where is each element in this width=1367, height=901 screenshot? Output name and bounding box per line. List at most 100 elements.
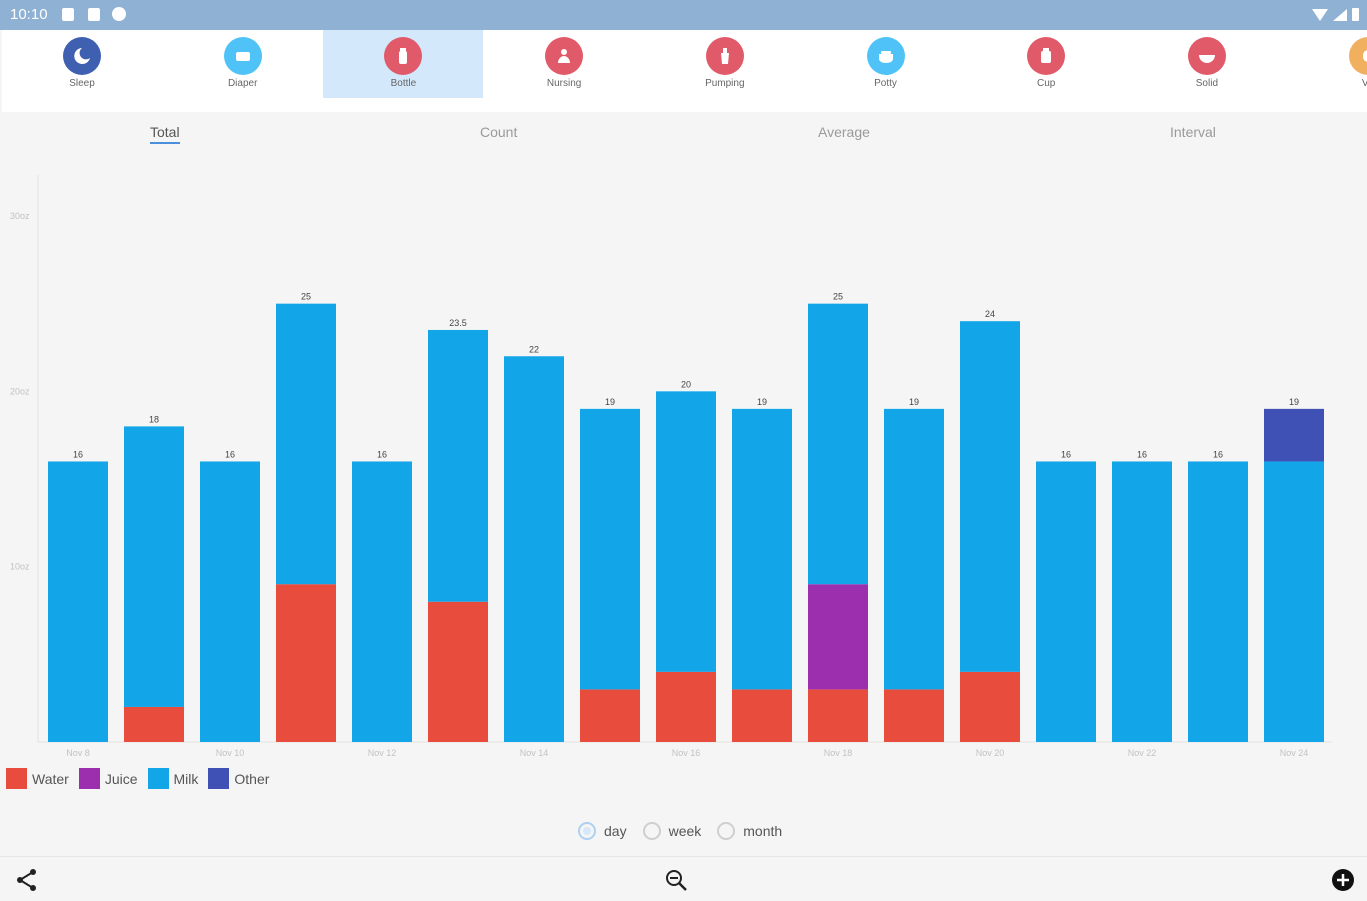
bar-segment-milk — [1264, 461, 1324, 742]
status-bar: 10:10 — [0, 0, 1367, 30]
activity-label: Solid — [1195, 78, 1219, 89]
zoom-out-icon[interactable] — [663, 867, 689, 893]
x-tick-label: Nov 10 — [216, 748, 245, 758]
legend-label: Water — [32, 770, 69, 787]
legend-swatch — [147, 768, 169, 789]
chart-area: 10oz 20oz 30oz 16 Nov 8 18 16 Nov 10 25 16 Nov 12 2… — [0, 160, 1367, 770]
bar-segment-milk — [580, 408, 640, 690]
bar-segment-water — [884, 689, 944, 742]
bar-total-label: 25 — [301, 292, 311, 302]
activity-label: Vit — [1361, 78, 1367, 89]
bar-segment-milk — [1112, 461, 1172, 742]
y-tick-label: 20oz — [10, 386, 30, 396]
radio-button[interactable] — [717, 822, 736, 840]
bar-total-label: 23.5 — [449, 318, 467, 328]
signal-icon — [1333, 8, 1347, 21]
range-option-day[interactable]: day — [578, 822, 627, 840]
legend-item-milk: Milk — [147, 768, 199, 789]
bar-total-label: 22 — [529, 344, 539, 354]
activity-bottle[interactable]: Bottle — [323, 30, 484, 98]
bar-segment-milk — [124, 426, 184, 707]
bar-segment-milk — [732, 408, 792, 690]
bar-segment-other — [1264, 408, 1324, 462]
range-option-week[interactable]: week — [642, 822, 702, 840]
tab-interval[interactable]: Interval — [1170, 124, 1216, 140]
y-tick-label: 10oz — [10, 562, 30, 572]
bar-total-label: 16 — [1137, 449, 1147, 459]
bar-segment-milk — [48, 461, 108, 742]
legend-label: Other — [234, 770, 270, 787]
bar-total-label: 16 — [377, 449, 387, 459]
tab-average[interactable]: Average — [818, 124, 870, 140]
bar-total-label: 19 — [605, 397, 615, 407]
legend-item-water: Water — [6, 768, 69, 789]
bar-total-label: 25 — [833, 292, 843, 302]
bar-segment-milk — [1036, 461, 1096, 742]
activity-potty[interactable]: Potty — [806, 30, 966, 98]
bar-segment-water — [960, 671, 1020, 742]
legend-swatch — [208, 768, 230, 789]
x-tick-label: Nov 12 — [368, 748, 397, 758]
legend-label: Juice — [104, 770, 138, 787]
bar-segment-water — [428, 601, 488, 742]
radio-label: week — [668, 823, 702, 839]
activity-sleep[interactable]: Sleep — [2, 30, 162, 98]
bar-segment-water — [656, 671, 716, 742]
tab-count[interactable]: Count — [480, 124, 518, 140]
bar-segment-water — [276, 584, 336, 742]
y-tick-label: 30oz — [10, 211, 30, 221]
bar-segment-milk — [352, 461, 412, 742]
battery-icon — [1352, 8, 1359, 21]
bar-segment-milk — [1188, 461, 1248, 742]
range-selector: day week month — [578, 822, 782, 840]
bar-segment-milk — [884, 408, 944, 690]
activity-pumping[interactable]: Pumping — [645, 30, 805, 98]
add-icon[interactable] — [1330, 867, 1356, 893]
radio-button[interactable] — [578, 822, 596, 840]
bar-total-label: 19 — [757, 397, 767, 407]
share-icon[interactable] — [14, 867, 40, 893]
activity-nursing[interactable]: Nursing — [484, 30, 644, 98]
bar-total-label: 16 — [1213, 449, 1223, 459]
activity-diaper[interactable]: Diaper — [163, 30, 323, 98]
activity-solid[interactable]: Solid — [1127, 30, 1287, 98]
bottom-bar — [0, 856, 1367, 901]
bottle-icon — [384, 37, 423, 75]
activity-label: Cup — [1037, 78, 1056, 89]
activity-vit[interactable]: Vit — [1288, 30, 1367, 98]
bar-total-label: 18 — [149, 414, 159, 424]
sync-icon — [112, 7, 126, 21]
bar-segment-milk — [656, 391, 716, 672]
activity-label: Sleep — [69, 78, 95, 89]
activity-label: Bottle — [390, 78, 417, 89]
activity-cup[interactable]: Cup — [966, 30, 1126, 98]
tab-total[interactable]: Total — [150, 124, 180, 144]
legend-swatch — [78, 768, 100, 789]
range-option-month[interactable]: month — [717, 822, 782, 840]
bowl-icon — [1187, 37, 1226, 75]
x-tick-label: Nov 18 — [824, 748, 853, 758]
activity-label: Nursing — [546, 78, 582, 89]
legend-item-juice: Juice — [78, 768, 138, 789]
radio-button[interactable] — [642, 822, 661, 840]
x-tick-label: Nov 14 — [520, 748, 549, 758]
legend-swatch — [6, 768, 27, 789]
vitamin-icon — [1348, 37, 1367, 75]
x-tick-label: Nov 20 — [976, 748, 1005, 758]
legend-label: Milk — [173, 770, 199, 787]
bar-segment-milk — [428, 329, 488, 602]
x-tick-label: Nov 16 — [672, 748, 701, 758]
activity-label: Diaper — [227, 78, 258, 89]
bar-segment-water — [580, 689, 640, 742]
bar-segment-milk — [808, 303, 868, 585]
bar-total-label: 16 — [73, 449, 83, 459]
clipboard-icon — [88, 8, 100, 21]
pump-icon — [705, 37, 744, 75]
bar-total-label: 16 — [1061, 449, 1071, 459]
radio-label: month — [743, 823, 783, 839]
x-tick-label: Nov 8 — [66, 748, 90, 758]
bar-total-label: 19 — [909, 397, 919, 407]
bar-segment-milk — [200, 461, 260, 742]
bar-total-label: 19 — [1289, 397, 1299, 407]
nursing-icon — [545, 37, 584, 75]
